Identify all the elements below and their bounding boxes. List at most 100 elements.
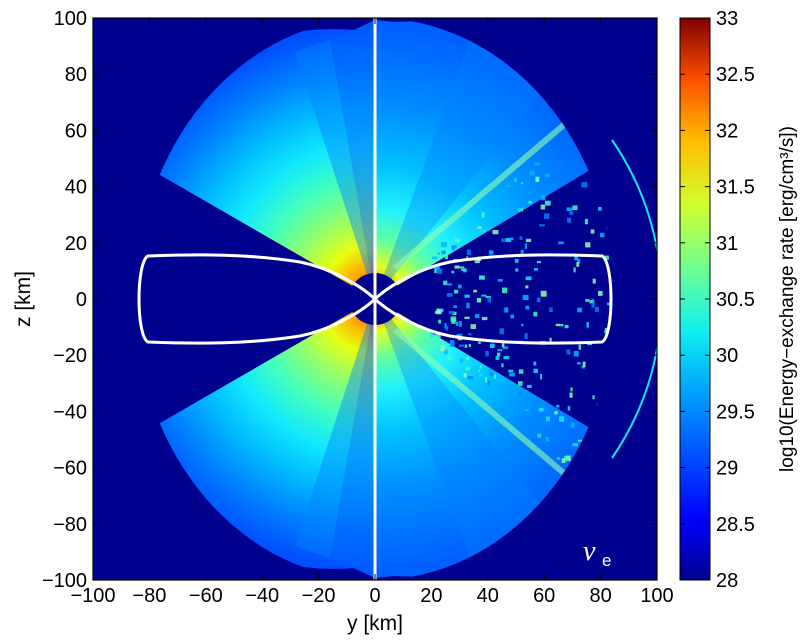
noise-pixel	[525, 285, 529, 289]
noise-pixel	[555, 323, 560, 327]
noise-pixel	[585, 299, 590, 302]
noise-pixel	[495, 355, 500, 360]
noise-pixel	[561, 458, 566, 463]
x-tick-label: 40	[477, 585, 499, 607]
y-tick-label: −40	[53, 401, 87, 423]
torus-contour	[137, 253, 613, 345]
noise-pixel	[592, 395, 595, 400]
noise-pixel	[479, 275, 485, 280]
noise-pixel	[454, 232, 459, 236]
noise-pixel	[540, 290, 547, 297]
noise-pixel	[569, 211, 574, 215]
noise-pixel	[558, 241, 564, 245]
colorbar-tick-label: 28.5	[716, 514, 755, 536]
noise-pixel	[538, 407, 544, 412]
x-axis: −100 −80 −60 −40 −20 0 20 40 60 80 100	[70, 18, 674, 607]
noise-pixel	[463, 373, 467, 378]
noise-pixel	[501, 363, 504, 368]
noise-pixel	[576, 262, 580, 267]
noise-pixel	[564, 456, 570, 460]
noise-pixel	[570, 422, 575, 428]
noise-pixel	[577, 258, 581, 264]
colorbar-tick-label: 31.5	[716, 177, 755, 199]
y-tick-label: −60	[53, 458, 87, 480]
noise-pixel	[600, 232, 605, 238]
noise-pixel	[459, 320, 462, 327]
y-tick-label: −80	[53, 514, 87, 536]
noise-pixel	[441, 250, 446, 255]
noise-pixel	[577, 362, 581, 365]
noise-pixel	[440, 242, 447, 248]
colorbar-tick-label: 28	[716, 570, 738, 592]
noise-pixel	[572, 205, 578, 211]
noise-pixel	[572, 443, 579, 447]
noise-pixel	[502, 346, 509, 350]
noise-pixel	[434, 264, 440, 270]
noise-pixel	[573, 267, 576, 273]
noise-pixel	[457, 333, 463, 336]
noise-pixel	[464, 316, 470, 319]
y-tick-label: 100	[54, 8, 87, 30]
noise-pixel	[558, 323, 564, 327]
noise-pixel	[520, 249, 524, 256]
noise-pixel	[479, 364, 482, 369]
noise-pixel	[582, 361, 586, 367]
colorbar-tick-label: 31	[716, 233, 738, 255]
noise-pixel	[527, 384, 532, 388]
noise-pixel	[518, 391, 522, 396]
y-axis-label: z [km]	[12, 271, 35, 327]
noise-pixel	[592, 298, 595, 303]
noise-pixel	[464, 294, 470, 298]
noise-pixel	[604, 255, 609, 260]
noise-pixel	[477, 369, 481, 372]
noise-pixel	[443, 349, 448, 355]
noise-pixel	[570, 387, 573, 392]
colorbar-tick-label: 32.5	[716, 64, 755, 86]
noise-pixel	[554, 411, 558, 415]
noise-pixel	[566, 349, 571, 355]
noise-pixel	[604, 330, 608, 334]
noise-pixel	[467, 375, 473, 380]
noise-pixel	[468, 332, 472, 336]
noise-pixel	[492, 229, 499, 235]
noise-pixel	[450, 316, 457, 322]
x-tick-label: −80	[132, 585, 166, 607]
noise-pixel	[437, 252, 440, 255]
noise-pixel	[502, 287, 508, 294]
noise-pixel	[465, 366, 470, 371]
noise-pixel	[577, 307, 582, 313]
noise-pixel	[520, 182, 524, 185]
y-tick-label: 40	[65, 177, 87, 199]
noise-pixel	[497, 348, 503, 352]
colorbar-tick-label: 33	[716, 8, 738, 30]
noise-pixel	[524, 243, 527, 250]
noise-pixel	[544, 200, 551, 206]
neutrino-subscript: e	[602, 551, 611, 570]
noise-pixel	[444, 323, 447, 329]
noise-pixel	[591, 302, 595, 308]
noise-pixel	[592, 278, 596, 284]
noise-pixel	[451, 270, 455, 274]
noise-pixel	[432, 256, 438, 260]
noise-pixel	[528, 200, 533, 204]
noise-pixel	[533, 368, 539, 374]
noise-pixel	[558, 416, 564, 422]
noise-pixel	[586, 321, 589, 328]
y-tick-label: 60	[65, 120, 87, 142]
noise-pixel	[446, 293, 453, 297]
noise-pixel	[536, 297, 541, 303]
noise-pixel	[440, 345, 445, 352]
noise-pixel	[549, 307, 553, 313]
noise-pixel	[544, 213, 550, 219]
noise-pixel	[501, 342, 505, 348]
noise-pixel	[462, 268, 467, 273]
noise-pixel	[589, 300, 595, 304]
noise-pixel	[479, 229, 486, 233]
noise-pixel	[518, 381, 523, 386]
noise-pixel	[508, 369, 514, 373]
noise-pixel	[522, 294, 529, 301]
noise-pixel	[478, 341, 481, 344]
noise-pixel	[448, 311, 455, 315]
noise-pixel	[566, 207, 573, 212]
noise-pixel	[488, 250, 494, 255]
